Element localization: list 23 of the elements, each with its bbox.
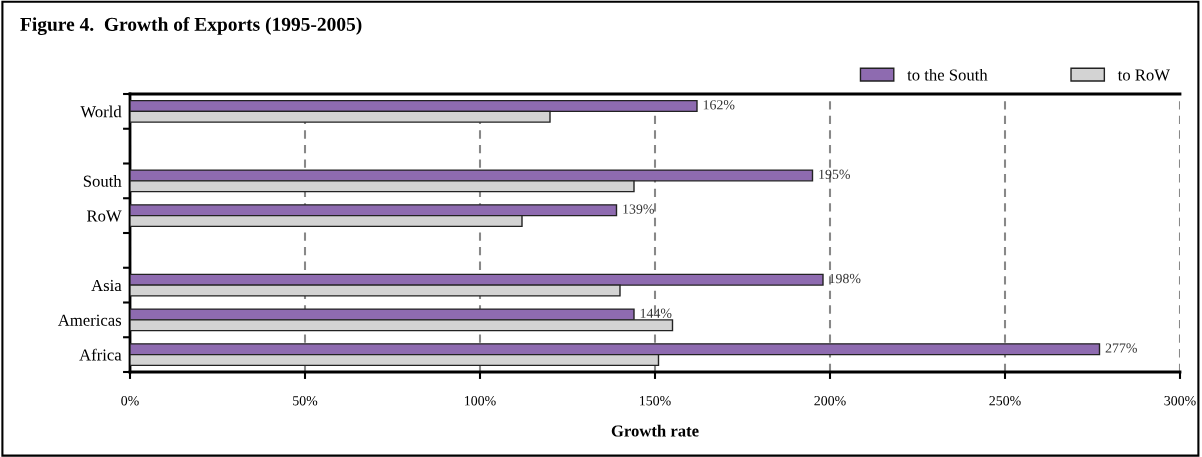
y-tick-label: Africa (79, 348, 122, 361)
y-tick-label: Asia (91, 279, 122, 292)
chart-title: Figure 4. Growth of Exports (1995-2005) (20, 17, 362, 35)
x-tick-label: 300% (1164, 396, 1196, 406)
x-tick-label: 0% (121, 396, 139, 406)
data-label: 162% (703, 100, 735, 110)
data-label: 195% (819, 169, 850, 180)
y-tick-label: South (83, 175, 122, 187)
y-tick-label: Americas (57, 314, 122, 326)
data-label: 277% (1105, 343, 1137, 353)
x-axis-title: Growth rate (611, 424, 699, 437)
y-tick-label: World (80, 105, 122, 118)
data-label: 144% (640, 308, 672, 319)
x-tick-label: 100% (465, 396, 496, 406)
x-tick-label: 50% (293, 396, 318, 406)
data-label: 139% (623, 204, 654, 214)
data-label: 198% (829, 273, 861, 284)
x-tick-label: 200% (814, 396, 846, 406)
y-tick-label: RoW (86, 210, 122, 222)
x-tick-label: 150% (640, 396, 671, 406)
legend-label: to the South (907, 68, 988, 81)
x-tick-label: 250% (989, 396, 1021, 406)
legend-label: to RoW (1117, 69, 1170, 81)
